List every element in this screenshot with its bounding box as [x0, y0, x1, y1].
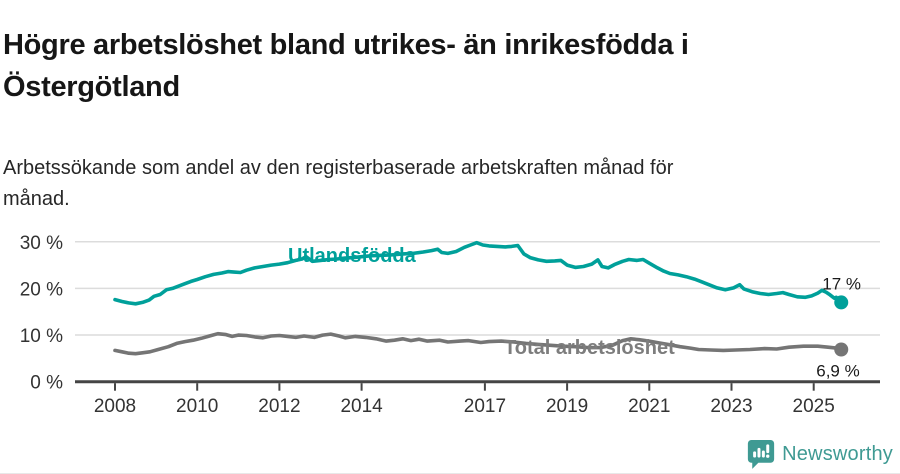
x-tick-label-2025: 2025: [793, 396, 835, 417]
y-tick-label-0: 0 %: [30, 373, 63, 394]
unemployment-line-chart: 0 % 10 % 20 % 30 % 2008 2010 2012 2014 2017 2019 2…: [20, 233, 880, 417]
x-tick-label-2017: 2017: [464, 396, 506, 417]
page-title: Högre arbetslöshet bland utrikes- än inr…: [3, 24, 863, 108]
y-tick-label-10: 10 %: [20, 326, 63, 347]
x-tick-label-2014: 2014: [340, 396, 383, 417]
chart-subtitle: Arbetssökande som andel av den registerb…: [3, 153, 823, 215]
series-line-utlandsfodda: [113, 240, 844, 306]
x-tick-label-2010: 2010: [176, 396, 218, 417]
y-tick-label-20: 20 %: [20, 279, 63, 300]
newsworthy-brand: Newsworthy: [747, 439, 893, 469]
title-line-1: Högre arbetslöshet bland utrikes- än inr…: [3, 29, 689, 62]
title-line-2: Östergötland: [3, 71, 180, 104]
end-value-label-utlandsfodda: 17 %: [822, 274, 861, 293]
end-value-label-total: 6,9 %: [816, 362, 859, 381]
x-tick-label-2023: 2023: [710, 396, 752, 417]
x-tick-label-2008: 2008: [94, 396, 136, 417]
series-line-total: [113, 331, 844, 356]
series-label-total: Total arbetslöshet: [504, 337, 675, 359]
newsworthy-brand-text: Newsworthy: [782, 442, 893, 465]
line-chart-svg: 0 % 10 % 20 % 30 % 2008 2010 2012 2014 2017 2019 2…: [20, 233, 880, 417]
x-tick-label-2019: 2019: [546, 396, 588, 417]
x-tick-label-2021: 2021: [628, 396, 670, 417]
x-tick-label-2012: 2012: [258, 396, 300, 417]
series-end-dot-utlandsfodda: [834, 295, 849, 310]
series-label-utlandsfodda: Utlandsfödda: [288, 245, 417, 267]
subtitle-line-1: Arbetssökande som andel av den registerb…: [3, 157, 674, 179]
newsworthy-logo-icon: [747, 440, 775, 469]
subtitle-line-2: månad.: [3, 188, 70, 210]
series-end-dot-total: [834, 342, 849, 357]
y-tick-label-30: 30 %: [20, 233, 63, 254]
